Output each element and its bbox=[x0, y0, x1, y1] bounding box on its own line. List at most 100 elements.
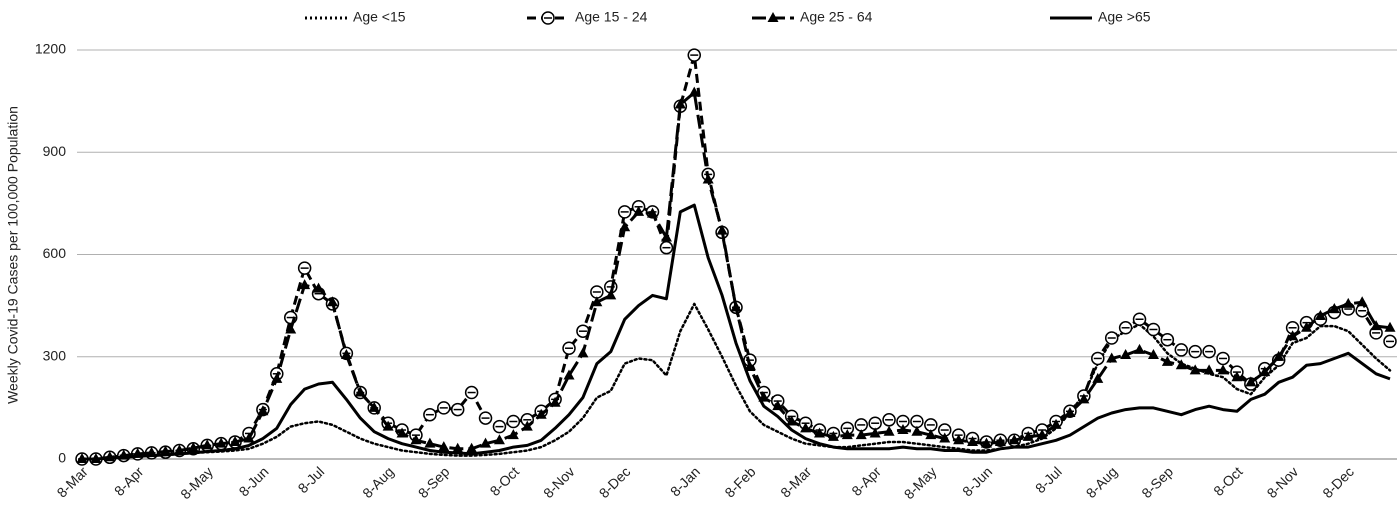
point-marker bbox=[1175, 359, 1187, 370]
x-tick-label: 8-Dec bbox=[1319, 463, 1357, 501]
x-tick-label: 8-Dec bbox=[596, 463, 634, 501]
point-marker bbox=[1161, 355, 1173, 366]
x-tick-label: 8-Oct bbox=[1210, 463, 1246, 499]
point-marker bbox=[563, 369, 575, 380]
point-marker bbox=[647, 207, 659, 218]
point-marker bbox=[299, 279, 311, 290]
x-tick-label: 8-Nov bbox=[540, 463, 578, 501]
point-marker bbox=[1147, 349, 1159, 360]
point-marker bbox=[1273, 350, 1285, 361]
point-marker bbox=[215, 437, 227, 448]
point-marker bbox=[480, 437, 492, 448]
point-marker bbox=[1217, 364, 1229, 375]
x-tick-label: 8-Jun bbox=[959, 463, 995, 499]
point-marker bbox=[577, 347, 589, 358]
point-marker bbox=[869, 427, 881, 438]
point-marker bbox=[1245, 376, 1257, 387]
point-marker bbox=[229, 435, 241, 446]
point-marker bbox=[716, 224, 728, 235]
y-axis-title: Weekly Covid-19 Cases per 100,000 Popula… bbox=[5, 106, 21, 404]
point-marker bbox=[1301, 321, 1313, 332]
point-marker bbox=[953, 434, 965, 445]
point-marker bbox=[1342, 297, 1354, 308]
point-marker bbox=[1328, 303, 1340, 314]
point-marker bbox=[507, 429, 519, 440]
x-tick-label: 8-May bbox=[177, 463, 216, 502]
x-tick-label: 8-Feb bbox=[721, 463, 758, 500]
point-marker bbox=[939, 432, 951, 443]
point-marker bbox=[368, 401, 380, 412]
point-marker bbox=[173, 444, 185, 455]
x-tick-label: 8-May bbox=[901, 463, 940, 502]
point-marker bbox=[1259, 366, 1271, 377]
x-tick-label: 8-Nov bbox=[1264, 463, 1302, 501]
point-marker bbox=[1078, 393, 1090, 404]
x-tick-label: 8-Sep bbox=[415, 463, 453, 501]
point-marker bbox=[313, 282, 325, 293]
point-marker bbox=[549, 396, 561, 407]
point-marker bbox=[911, 425, 923, 436]
point-marker bbox=[1384, 321, 1396, 332]
point-marker bbox=[1022, 430, 1034, 441]
y-tick-label: 1200 bbox=[35, 41, 66, 57]
x-tick-label: 8-Mar bbox=[777, 463, 814, 500]
point-marker bbox=[271, 372, 283, 383]
point-marker bbox=[1231, 371, 1243, 382]
x-tick-label: 8-Oct bbox=[487, 463, 523, 499]
y-tick-label: 300 bbox=[43, 347, 67, 363]
point-marker bbox=[1008, 434, 1020, 445]
point-marker bbox=[994, 435, 1006, 446]
point-marker bbox=[841, 429, 853, 440]
point-marker bbox=[967, 435, 979, 446]
point-marker bbox=[340, 349, 352, 360]
point-marker bbox=[452, 442, 464, 453]
point-marker bbox=[1356, 296, 1368, 307]
x-tick-label: 8-Aug bbox=[1083, 463, 1121, 501]
point-marker bbox=[521, 420, 533, 431]
point-marker bbox=[619, 221, 631, 232]
x-tick-label: 8-Jul bbox=[295, 463, 328, 496]
point-marker bbox=[1134, 343, 1146, 354]
point-marker bbox=[187, 442, 199, 453]
point-marker bbox=[285, 323, 297, 334]
point-marker bbox=[660, 231, 672, 242]
point-marker bbox=[1092, 372, 1104, 383]
point-marker bbox=[772, 400, 784, 411]
point-marker bbox=[466, 442, 478, 453]
point-marker bbox=[1189, 364, 1201, 375]
point-marker bbox=[1106, 352, 1118, 363]
point-marker bbox=[201, 439, 213, 450]
x-tick-label: 8-Jan bbox=[667, 463, 703, 499]
point-marker bbox=[633, 205, 645, 216]
point-marker bbox=[744, 360, 756, 371]
point-marker bbox=[855, 429, 867, 440]
x-tick-label: 8-Apr bbox=[848, 463, 884, 499]
y-tick-label: 900 bbox=[43, 143, 67, 159]
legend-marker bbox=[767, 12, 779, 22]
point-marker bbox=[1036, 429, 1048, 440]
point-marker bbox=[702, 173, 714, 184]
legend-label: Age 15 - 24 bbox=[575, 9, 648, 25]
x-tick-label: 8-Sep bbox=[1138, 463, 1176, 501]
series-line bbox=[82, 203, 1391, 461]
point-marker bbox=[159, 445, 171, 456]
point-marker bbox=[591, 296, 603, 307]
legend-label: Age <15 bbox=[353, 9, 406, 25]
x-tick-label: 8-Aug bbox=[359, 463, 397, 501]
series-line bbox=[80, 302, 1392, 461]
point-marker bbox=[1370, 320, 1382, 331]
point-marker bbox=[605, 289, 617, 300]
point-marker bbox=[897, 424, 909, 435]
point-marker bbox=[424, 437, 436, 448]
x-tick-label: 8-Jun bbox=[236, 463, 272, 499]
point-marker bbox=[410, 434, 422, 445]
y-tick-label: 0 bbox=[58, 450, 66, 466]
series-line bbox=[82, 53, 1391, 461]
point-marker bbox=[438, 441, 450, 452]
point-marker bbox=[382, 420, 394, 431]
legend-label: Age 25 - 64 bbox=[800, 9, 873, 25]
x-tick-label: 8-Jul bbox=[1032, 463, 1065, 496]
point-marker bbox=[883, 425, 895, 436]
point-marker bbox=[827, 430, 839, 441]
